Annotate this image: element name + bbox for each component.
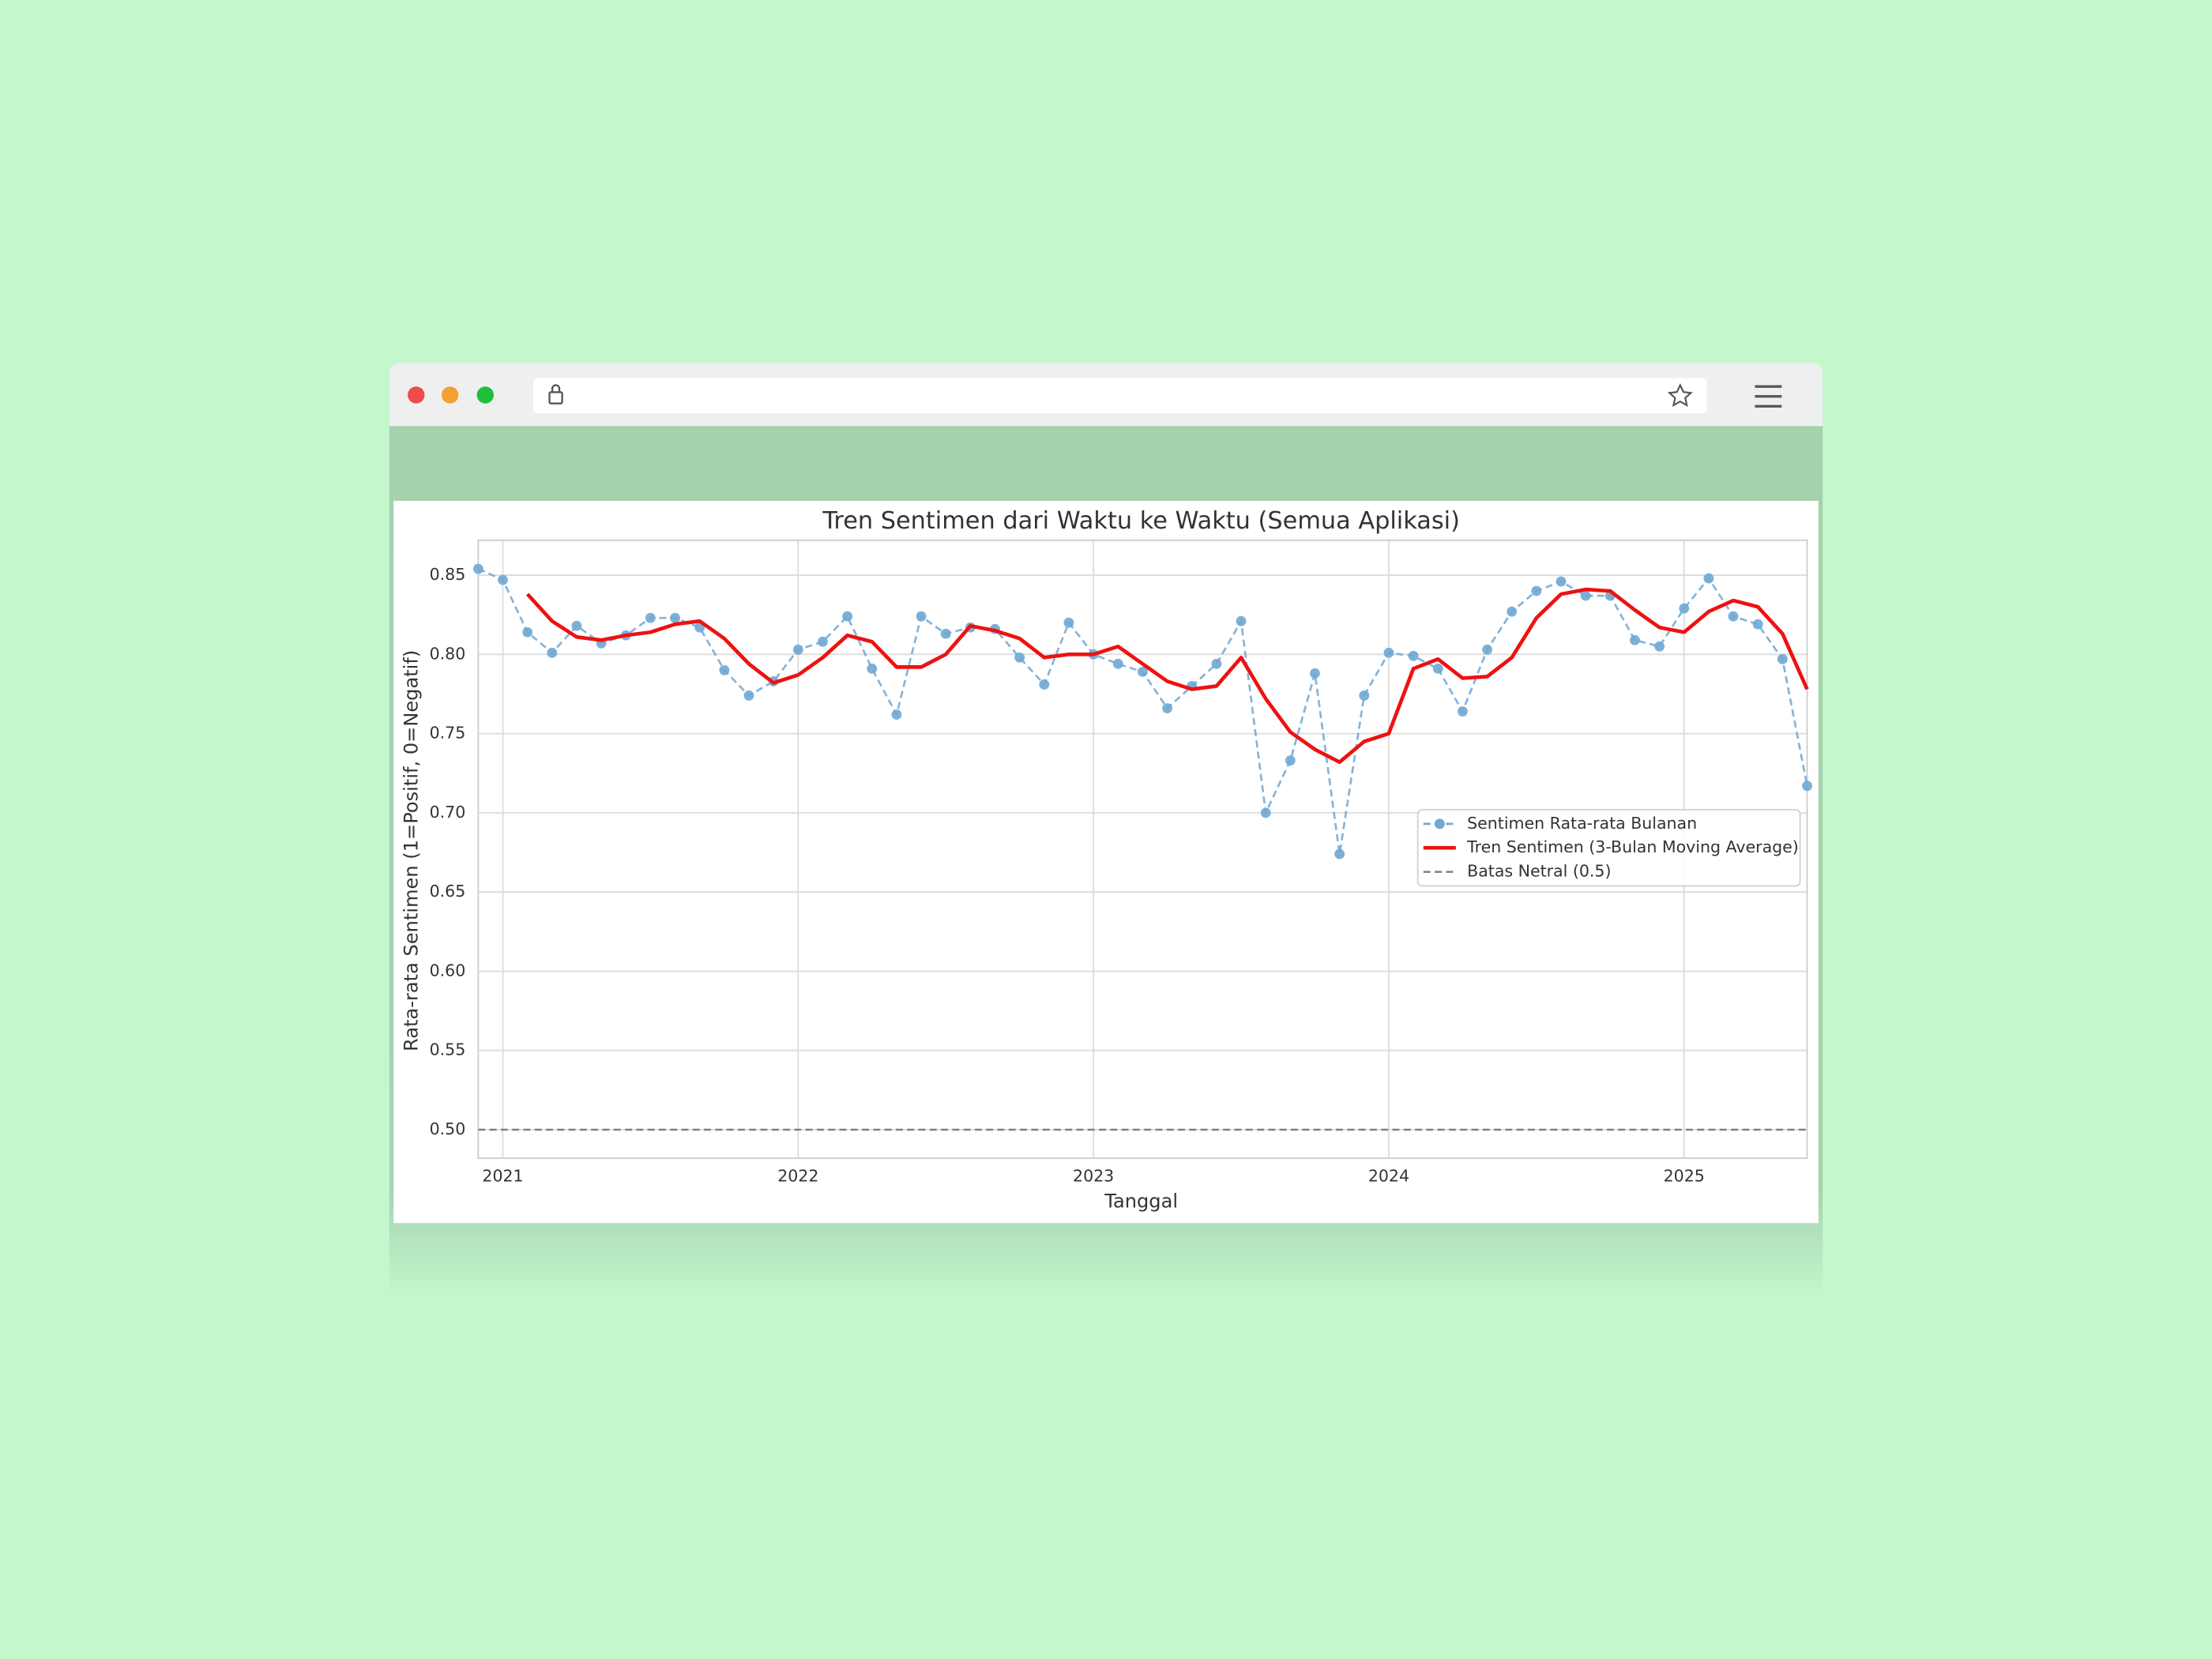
- data-point: [1359, 690, 1370, 701]
- data-point: [891, 709, 902, 720]
- data-point: [1507, 606, 1518, 617]
- y-tick-label: 0.75: [430, 724, 466, 743]
- y-tick-label: 0.70: [430, 803, 466, 822]
- data-point: [818, 636, 828, 647]
- legend-label: Batas Netral (0.5): [1467, 862, 1611, 881]
- data-point: [1236, 615, 1247, 626]
- data-point: [522, 626, 533, 638]
- data-point: [1432, 663, 1443, 674]
- plot-frame: [477, 540, 1808, 1159]
- data-point: [867, 663, 878, 674]
- data-point: [1285, 755, 1296, 766]
- data-point: [719, 664, 730, 675]
- y-axis-label: Rata-rata Sentimen (1=Positif, 0=Negatif…: [400, 650, 422, 1051]
- data-point: [1802, 781, 1812, 792]
- data-point: [1063, 617, 1074, 628]
- series-line: [525, 587, 1809, 765]
- x-tick-label: 2022: [777, 1166, 818, 1185]
- data-point: [1556, 576, 1567, 587]
- y-tick-label: 0.60: [430, 961, 466, 980]
- data-point: [1580, 590, 1591, 601]
- y-tick-label: 0.80: [430, 644, 466, 663]
- data-point: [1752, 619, 1763, 630]
- data-point: [1383, 647, 1394, 658]
- data-point: [472, 563, 483, 574]
- data-point: [1482, 644, 1492, 655]
- x-tick-label: 2023: [1073, 1166, 1114, 1185]
- data-point: [940, 628, 951, 639]
- data-point: [1408, 650, 1419, 661]
- data-point: [1457, 706, 1468, 717]
- menu-icon[interactable]: [1755, 385, 1782, 408]
- data-point: [1211, 658, 1222, 669]
- y-tick-label: 0.65: [430, 882, 466, 901]
- data-point: [916, 611, 927, 622]
- legend: Sentimen Rata-rata Bulanan Tren Sentimen …: [1416, 809, 1801, 887]
- data-point: [1679, 603, 1690, 614]
- y-tick-label: 0.55: [430, 1040, 466, 1059]
- data-point: [1014, 652, 1025, 663]
- maximize-button[interactable]: [476, 386, 494, 404]
- data-point: [547, 647, 558, 658]
- data-point: [1112, 658, 1123, 669]
- data-point: [1039, 679, 1050, 690]
- legend-label: Tren Sentimen (3-Bulan Moving Average): [1466, 837, 1799, 856]
- data-point: [1654, 641, 1665, 652]
- data-point: [1630, 634, 1640, 645]
- x-tick-label: 2024: [1368, 1166, 1409, 1185]
- y-tick-label: 0.85: [430, 565, 466, 584]
- data-point: [645, 612, 656, 623]
- legend-box: [1416, 809, 1801, 887]
- legend-label: Sentimen Rata-rata Bulanan: [1467, 814, 1697, 833]
- bookmark-icon[interactable]: [1667, 382, 1693, 408]
- y-tick-label: 0.50: [430, 1119, 466, 1138]
- data-point: [1777, 653, 1788, 664]
- data-point: [1260, 807, 1271, 818]
- data-point: [1334, 848, 1345, 860]
- data-point: [1162, 703, 1173, 713]
- legend-swatch-marker: [1434, 818, 1445, 830]
- x-axis-label: Tanggal: [1104, 1190, 1178, 1212]
- data-point: [670, 612, 680, 623]
- data-point: [1728, 611, 1739, 622]
- plot-area: 0.50 0.55 0.60 0.65 0.70 0.75 0.80 0.85 2021 2022…: [430, 540, 1812, 1185]
- data-point: [792, 644, 803, 655]
- x-tick-label: 2025: [1664, 1166, 1705, 1185]
- data-point: [571, 620, 582, 631]
- data-point: [1703, 573, 1714, 584]
- data-point: [1138, 666, 1148, 677]
- minimize-button[interactable]: [441, 386, 459, 404]
- close-button[interactable]: [408, 386, 425, 404]
- data-point: [1310, 668, 1320, 679]
- x-tick-label: 2021: [482, 1166, 523, 1185]
- address-bar[interactable]: [533, 378, 1707, 414]
- data-point: [743, 690, 754, 701]
- data-point: [1531, 585, 1542, 596]
- lock-icon: [548, 384, 563, 404]
- data-point: [842, 611, 853, 622]
- data-point: [498, 574, 508, 585]
- chart-title: Tren Sentimen dari Waktu ke Waktu (Semua…: [822, 507, 1460, 535]
